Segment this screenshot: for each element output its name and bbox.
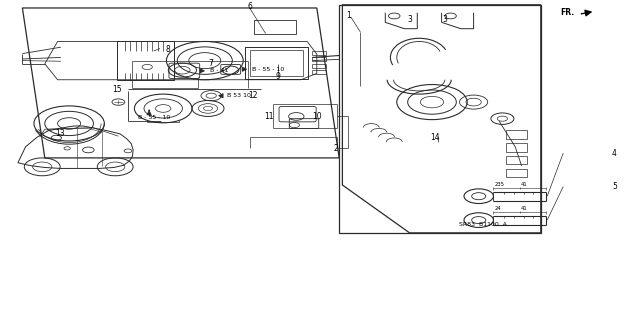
Text: 24: 24 <box>495 205 502 211</box>
Text: 14: 14 <box>430 133 440 142</box>
Text: 3: 3 <box>442 15 447 24</box>
Text: 12: 12 <box>248 91 257 100</box>
Text: 1: 1 <box>346 11 351 20</box>
Text: B 53 10: B 53 10 <box>227 93 251 98</box>
Text: B - 55 - 10: B - 55 - 10 <box>252 67 284 72</box>
Text: 2: 2 <box>333 144 339 153</box>
Text: FR.: FR. <box>560 8 574 17</box>
Text: 4: 4 <box>612 149 617 158</box>
Text: B - 55 - 10: B - 55 - 10 <box>138 115 170 120</box>
Text: 3: 3 <box>407 15 412 24</box>
Text: B - 41: B - 41 <box>210 68 228 73</box>
Text: 41: 41 <box>521 205 528 211</box>
Text: 8: 8 <box>166 45 171 54</box>
Text: 13: 13 <box>54 130 65 138</box>
Text: 9: 9 <box>276 72 281 81</box>
Text: 6: 6 <box>247 2 252 11</box>
Text: 5: 5 <box>612 182 617 191</box>
Text: 41: 41 <box>521 182 528 187</box>
Text: 15: 15 <box>112 85 122 94</box>
Text: 11: 11 <box>264 112 273 121</box>
Text: 7: 7 <box>209 59 214 68</box>
Text: 10: 10 <box>312 112 322 121</box>
Text: 235: 235 <box>495 182 505 187</box>
Text: SR83  B1100  A: SR83 B1100 A <box>460 222 507 227</box>
